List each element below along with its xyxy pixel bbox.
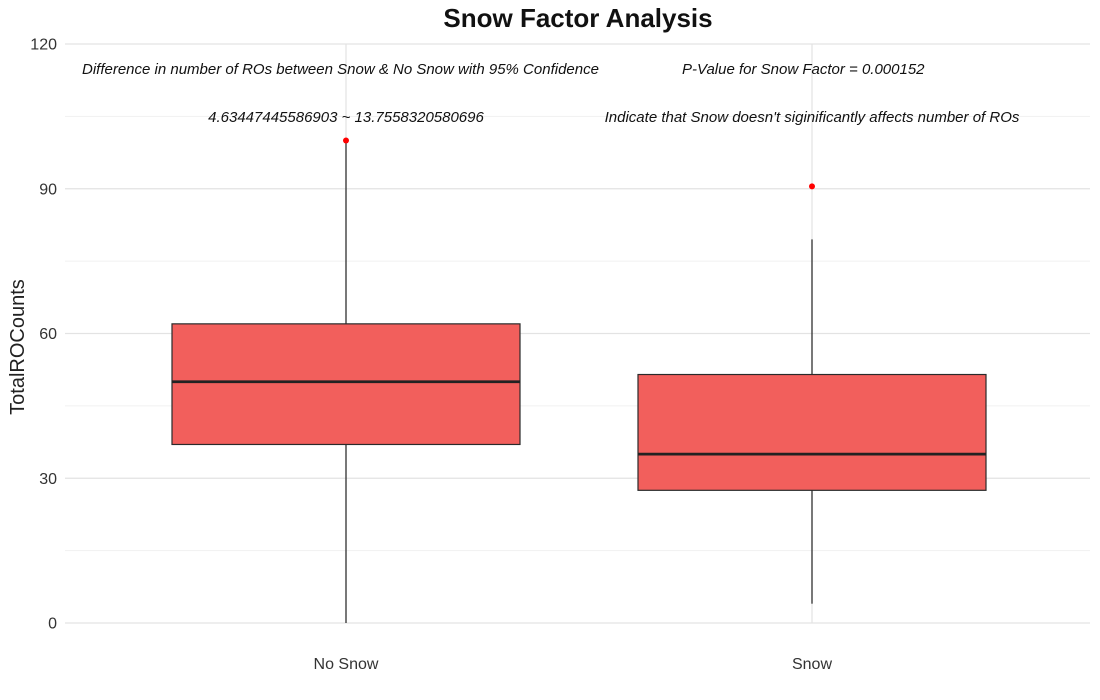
y-tick-label: 60 bbox=[39, 326, 57, 343]
x-tick-label: Snow bbox=[792, 656, 832, 673]
outlier-point bbox=[809, 183, 815, 190]
y-axis-label: TotalROCounts bbox=[7, 279, 29, 415]
y-tick-label: 0 bbox=[48, 616, 57, 633]
box-iqr bbox=[171, 323, 521, 446]
x-tick-label: No Snow bbox=[314, 656, 379, 673]
box-iqr bbox=[637, 373, 987, 491]
annotation-ci-range: 4.63447445586903 ~ 13.7558320580696 bbox=[208, 109, 484, 126]
outlier-point bbox=[343, 137, 349, 144]
chart-title: Snow Factor Analysis bbox=[443, 3, 712, 33]
annotation-conclusion: Indicate that Snow doesn't siginificantl… bbox=[605, 109, 1020, 126]
annotation-pvalue: P-Value for Snow Factor = 0.000152 bbox=[682, 61, 925, 78]
y-tick-label: 90 bbox=[39, 181, 57, 198]
boxes bbox=[171, 137, 987, 623]
box-no-snow bbox=[171, 137, 521, 623]
annotation-ci-heading: Difference in number of ROs between Snow… bbox=[82, 61, 599, 78]
y-tick-label: 120 bbox=[30, 37, 57, 54]
box-snow bbox=[637, 183, 987, 604]
axes: 0 30 60 90 120 No Snow Snow bbox=[30, 37, 832, 674]
y-tick-label: 30 bbox=[39, 471, 57, 488]
